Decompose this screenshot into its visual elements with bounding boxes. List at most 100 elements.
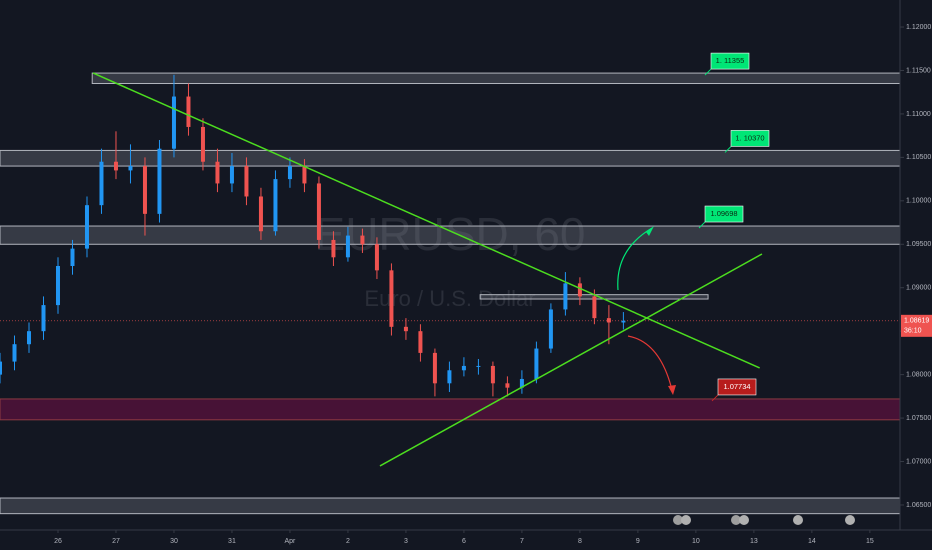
price-label: 1.07734 <box>723 382 750 391</box>
candle-body <box>577 283 582 297</box>
candle-body <box>447 370 452 384</box>
candle-body <box>215 161 220 184</box>
x-tick-label: 3 <box>404 538 408 545</box>
label-pointer <box>724 146 732 153</box>
down-arrow <box>627 335 673 391</box>
candle-body <box>244 166 249 197</box>
candle-body <box>229 166 234 184</box>
y-tick-label: 1.11500 <box>906 67 931 74</box>
price-label: 1. 10370 <box>735 133 764 142</box>
y-tick-label: 1.07000 <box>906 458 931 465</box>
down-arrow-head <box>668 385 676 395</box>
candle-body <box>287 166 292 180</box>
candle-body <box>41 305 46 332</box>
label-pointer <box>704 68 712 76</box>
last-price-box <box>901 314 932 337</box>
x-tick-label: 2 <box>346 538 350 545</box>
x-tick-label: 13 <box>750 538 758 545</box>
price-label-box <box>704 205 744 223</box>
candle-body <box>331 239 336 258</box>
y-tick-label: 1.09000 <box>906 285 931 292</box>
candle-body <box>432 352 437 384</box>
zone <box>0 149 901 167</box>
trendline <box>379 253 763 467</box>
candle-body <box>258 196 263 232</box>
candle-body <box>621 320 626 323</box>
candle-body <box>403 326 408 332</box>
candle-body <box>490 365 495 384</box>
y-tick-label: 1.08000 <box>906 371 931 378</box>
price-label-box <box>730 130 770 147</box>
price-label-box <box>717 378 757 396</box>
x-tick-label: 7 <box>520 538 524 545</box>
y-tick-label: 1.07500 <box>906 415 931 422</box>
zone <box>0 398 901 421</box>
candle-body <box>461 365 466 371</box>
candle-body <box>389 270 394 327</box>
candle-body <box>345 235 350 258</box>
candle-body <box>374 244 379 271</box>
candle-body <box>55 265 60 306</box>
candle-body <box>70 248 75 266</box>
candle-body <box>157 148 162 214</box>
x-tick-label: 15 <box>866 538 874 545</box>
x-tick-label: 27 <box>112 538 120 545</box>
x-tick-label: Apr <box>284 538 296 545</box>
x-tick-label: 10 <box>692 538 700 545</box>
candle-body <box>0 361 2 375</box>
price-label: 1.09698 <box>710 209 737 218</box>
x-tick-label: 30 <box>170 538 178 545</box>
candle-body <box>128 166 133 171</box>
trendline <box>92 72 760 369</box>
x-tick-label: 14 <box>808 538 816 545</box>
candle-body <box>273 179 278 232</box>
x-tick-label: 8 <box>578 538 582 545</box>
candle-body <box>200 126 205 162</box>
candle-body <box>12 344 17 362</box>
x-tick-label: 26 <box>54 538 62 545</box>
candle-body <box>505 383 510 388</box>
up-arrow <box>617 227 653 291</box>
zone <box>0 497 901 515</box>
last-price-label: 1.08619 <box>904 318 929 325</box>
candle-body <box>519 378 524 388</box>
candle-body <box>186 96 191 127</box>
x-tick-label: 6 <box>462 538 466 545</box>
y-tick-label: 1.10000 <box>906 198 931 205</box>
candle-body <box>534 348 539 379</box>
candle-body <box>316 183 321 240</box>
up-arrow-head <box>646 226 654 236</box>
y-tick-label: 1.06500 <box>906 502 931 509</box>
candle-body <box>171 96 176 149</box>
price-label-box <box>710 52 750 70</box>
candle-body <box>476 365 481 367</box>
candle-body <box>592 296 597 319</box>
candle-body <box>360 235 365 245</box>
plot: 1. 11355 1. 10370 1.09698 1.07734 <box>0 52 901 515</box>
candle-body <box>302 166 307 184</box>
candle-body <box>548 309 553 349</box>
x-tick-label: 31 <box>228 538 236 545</box>
y-tick-label: 1.09500 <box>906 241 931 248</box>
y-tick-label: 1.11000 <box>906 111 931 118</box>
y-tick-label: 1.10500 <box>906 154 931 161</box>
zone <box>91 72 901 85</box>
countdown-label: 36:10 <box>904 328 922 335</box>
y-tick-label: 1.12000 <box>906 24 931 31</box>
candle-body <box>84 205 89 249</box>
zone <box>0 225 901 245</box>
watermark: EURUSD, 60 <box>315 208 586 260</box>
candle-body <box>142 166 147 214</box>
candle-body <box>26 331 31 345</box>
label-pointer <box>711 394 719 402</box>
candle-body <box>563 283 568 310</box>
event-icons <box>673 515 855 525</box>
candle-body <box>606 318 611 323</box>
x-tick-label: 9 <box>636 538 640 545</box>
price-label: 1. 11355 <box>716 56 745 65</box>
candle-body <box>99 161 104 206</box>
label-pointer <box>698 221 706 229</box>
candle-body <box>113 161 118 171</box>
